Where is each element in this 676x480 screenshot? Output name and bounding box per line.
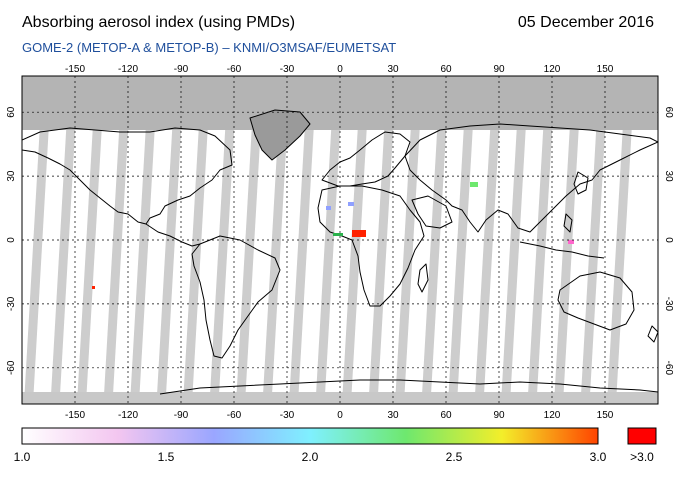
no-data-swath xyxy=(316,130,341,392)
no-data-swath xyxy=(289,130,314,392)
lat-tick-label: 60 xyxy=(6,106,17,118)
lon-tick-label: 120 xyxy=(544,410,561,421)
lon-tick-label: 0 xyxy=(337,410,343,421)
no-data-swath xyxy=(157,130,182,392)
lon-tick-labels-bottom: -150 -120 -90 -60 -30 0 30 60 90 120 150 xyxy=(65,410,614,421)
south-america-coast xyxy=(191,235,281,359)
no-data-swath xyxy=(263,130,288,392)
colorbar-tick-label: 3.0 xyxy=(590,450,607,464)
no-data-swath xyxy=(501,130,526,392)
lon-tick-label: -90 xyxy=(174,64,189,75)
philippines-coast xyxy=(563,213,573,233)
colorbar-tick-label: 2.5 xyxy=(446,450,463,464)
aerosol-hotspot-pacific xyxy=(92,286,95,289)
europe-coast xyxy=(321,131,411,187)
map-title: Absorbing aerosol index (using PMDs) xyxy=(22,14,296,31)
aerosol-hotspots xyxy=(92,182,574,289)
lat-tick-label: 60 xyxy=(663,107,674,119)
no-data-swath xyxy=(395,130,420,392)
aerosol-hotspot-central-africa xyxy=(352,230,366,237)
aerosol-hotspot-indonesia xyxy=(568,240,574,244)
lon-tick-label: -120 xyxy=(118,410,138,421)
lon-tick-labels-top: -150 -120 -90 -60 -30 0 30 60 90 120 150 xyxy=(65,64,614,75)
lat-tick-labels-right: 60 30 0 -30 -60 xyxy=(663,107,674,376)
lat-tick-label: 30 xyxy=(663,171,674,183)
lon-tick-label: 120 xyxy=(544,64,561,75)
colorbar-tick-label: 1.5 xyxy=(158,450,175,464)
australia-coast xyxy=(557,271,635,331)
map-date: 05 December 2016 xyxy=(517,14,654,31)
lat-tick-label: -30 xyxy=(663,297,674,312)
no-data-swath xyxy=(236,130,261,392)
madagascar-coast xyxy=(417,263,429,293)
greenland-coast xyxy=(249,109,311,161)
no-data-swath xyxy=(581,130,606,392)
lat-tick-label: -60 xyxy=(663,361,674,376)
lon-tick-label: -150 xyxy=(65,410,85,421)
aerosol-hotspot-sahel xyxy=(348,202,354,206)
lon-tick-label: 60 xyxy=(440,410,452,421)
antarctica-coast xyxy=(159,379,658,395)
lon-tick-label: 30 xyxy=(387,64,399,75)
lon-tick-label: -30 xyxy=(280,410,295,421)
no-data-swath xyxy=(528,130,553,392)
no-data-swath xyxy=(24,130,49,392)
colorbar xyxy=(21,427,599,445)
no-data-swath xyxy=(183,130,208,392)
lat-tick-labels-left: 60 30 0 -30 -60 xyxy=(6,106,17,375)
lon-tick-label: 60 xyxy=(440,64,452,75)
lon-tick-label: 0 xyxy=(337,64,343,75)
no-data-swath xyxy=(77,130,102,392)
lat-tick-label: -30 xyxy=(6,296,17,311)
no-data-swath xyxy=(448,130,473,392)
lon-tick-label: -90 xyxy=(174,410,189,421)
no-data-swath xyxy=(130,130,155,392)
lon-tick-label: -150 xyxy=(65,64,85,75)
aerosol-hotspot-west-africa xyxy=(326,206,331,210)
no-data-swath xyxy=(210,130,235,392)
map-frame xyxy=(21,75,659,405)
lat-tick-label: 0 xyxy=(6,237,17,243)
lat-tick-label: -60 xyxy=(6,360,17,375)
lon-tick-label: -60 xyxy=(227,410,242,421)
graticule xyxy=(22,76,658,404)
indonesia-coast xyxy=(519,241,605,259)
lon-tick-label: -30 xyxy=(280,64,295,75)
no-data-swath xyxy=(554,130,579,392)
lon-tick-label: 90 xyxy=(493,410,505,421)
no-data-swath xyxy=(51,130,76,392)
no-data-swaths xyxy=(24,130,632,392)
lat-tick-label: 30 xyxy=(6,170,17,182)
colorbar-overflow-label: >3.0 xyxy=(630,450,654,464)
asia-coast xyxy=(404,123,658,233)
lon-tick-label: 150 xyxy=(597,410,614,421)
central-america-coast xyxy=(145,223,201,247)
no-data-swath xyxy=(475,130,500,392)
aerosol-hotspot-gulf-guinea xyxy=(333,233,343,236)
lon-tick-label: 90 xyxy=(493,64,505,75)
japan-coast xyxy=(573,171,589,195)
arabia-coast xyxy=(411,195,453,229)
map-subtitle: GOME-2 (METOP-A & METOP-B) – KNMI/O3MSAF… xyxy=(22,40,397,55)
colorbar-overflow-swatch xyxy=(627,427,657,445)
lat-tick-label: 0 xyxy=(663,237,674,243)
no-data-swath xyxy=(104,130,129,392)
no-data-swath xyxy=(607,130,632,392)
colorbar-tick-label: 1.0 xyxy=(14,450,31,464)
aerosol-hotspot-middle-east xyxy=(470,182,478,187)
north-america-coast xyxy=(22,127,233,225)
no-data-swath xyxy=(369,130,394,392)
no-data-swath xyxy=(342,130,367,392)
coastlines xyxy=(22,109,658,395)
new-zealand-coast xyxy=(647,325,658,343)
lon-tick-label: -60 xyxy=(227,64,242,75)
lon-tick-label: 30 xyxy=(387,410,399,421)
colorbar-tick-labels: 1.0 1.5 2.0 2.5 3.0 xyxy=(14,450,607,464)
lon-tick-label: 150 xyxy=(597,64,614,75)
colorbar-tick-label: 2.0 xyxy=(302,450,319,464)
lon-tick-label: -120 xyxy=(118,64,138,75)
